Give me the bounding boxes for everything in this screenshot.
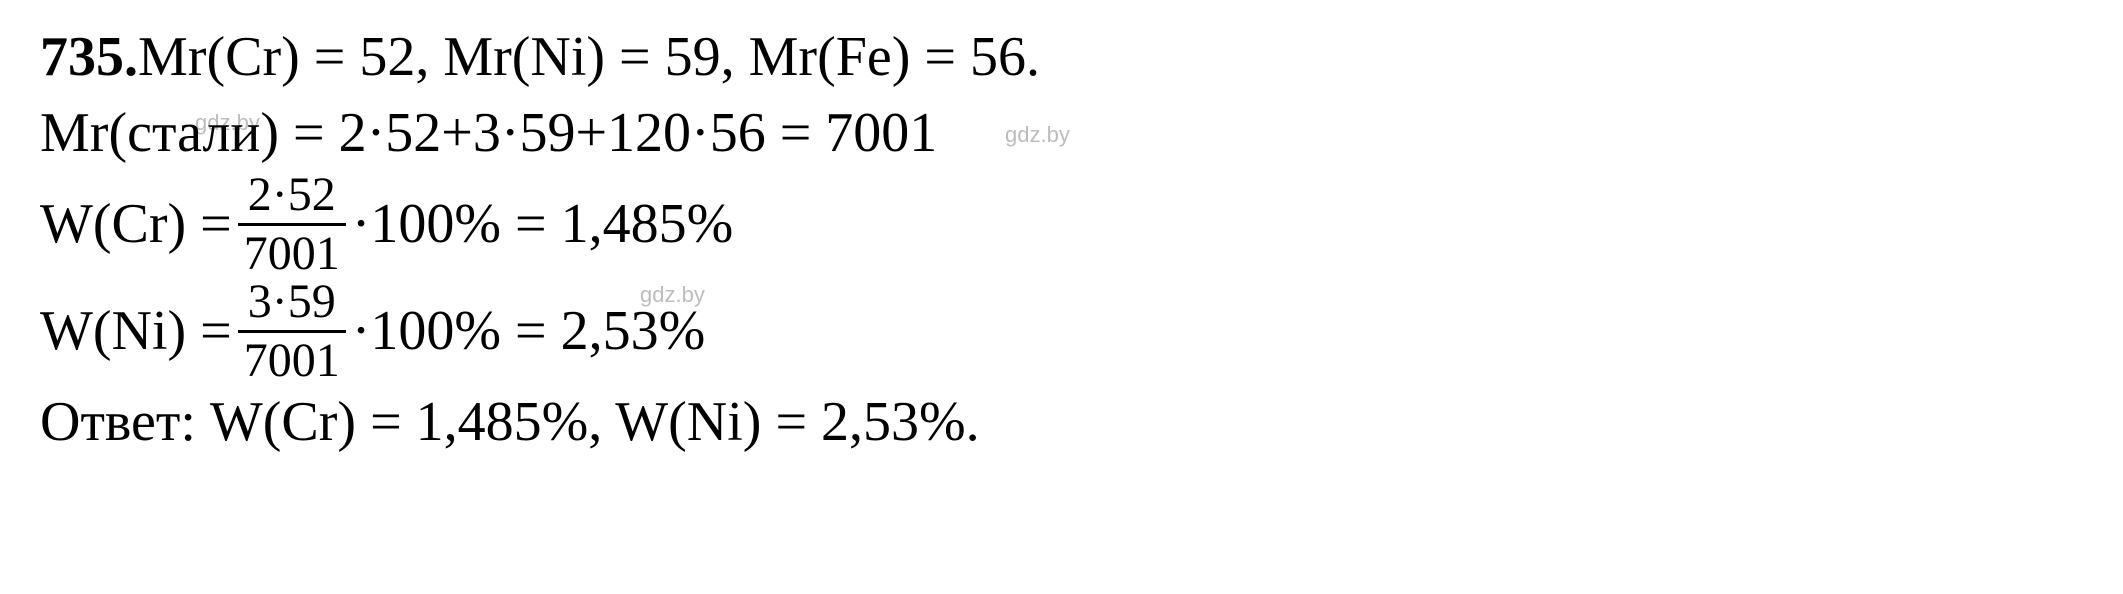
line-4-lhs: W(Ni) = — [40, 294, 232, 370]
fraction-1-denominator: 7001 — [238, 230, 346, 278]
problem-number: 735. — [40, 20, 138, 96]
page: gdz.by gdz.by gdz.by 735. Mr(Cr) = 52, M… — [0, 0, 2123, 481]
line-2-text: Mr(стали) = 2·52+3·59+120·56 = 7001 — [40, 96, 937, 172]
line-1-text: Mr(Cr) = 52, Mr(Ni) = 59, Mr(Fe) = 56. — [138, 20, 1040, 96]
line-4: W(Ni) = 3·59 7001 ·100% = 2,53% — [40, 278, 2083, 385]
line-3-rhs: ·100% = 1,485% — [352, 187, 734, 263]
line-1: 735. Mr(Cr) = 52, Mr(Ni) = 59, Mr(Fe) = … — [40, 20, 2083, 96]
fraction-1-numerator: 2·52 — [242, 171, 342, 219]
fraction-1-bar — [238, 223, 346, 226]
answer-text: Ответ: W(Cr) = 1,485%, W(Ni) = 2,53%. — [40, 385, 980, 461]
fraction-2-bar — [238, 330, 346, 333]
line-4-rhs: ·100% = 2,53% — [352, 294, 706, 370]
line-3: W(Cr) = 2·52 7001 ·100% = 1,485% — [40, 171, 2083, 278]
fraction-2-numerator: 3·59 — [242, 278, 342, 326]
line-2: Mr(стали) = 2·52+3·59+120·56 = 7001 — [40, 96, 2083, 172]
fraction-2-denominator: 7001 — [238, 337, 346, 385]
line-5: Ответ: W(Cr) = 1,485%, W(Ni) = 2,53%. — [40, 385, 2083, 461]
fraction-2: 3·59 7001 — [238, 278, 346, 385]
fraction-1: 2·52 7001 — [238, 171, 346, 278]
line-3-lhs: W(Cr) = — [40, 187, 232, 263]
